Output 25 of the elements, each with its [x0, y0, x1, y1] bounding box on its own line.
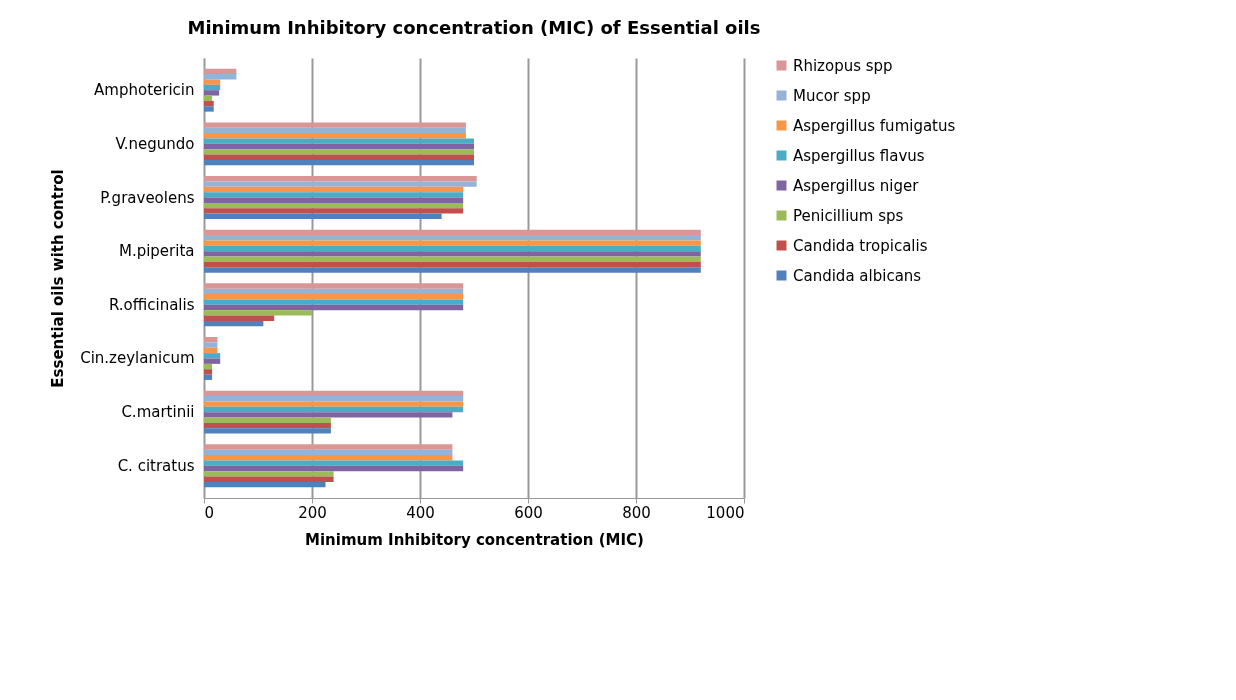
- y-tick-label: C.martinii: [121, 403, 195, 422]
- legend-label: Mucor spp: [793, 86, 871, 105]
- x-axis-title: Minimum Inhibitory concentration (MIC): [305, 530, 644, 549]
- x-tick-label: 0: [204, 503, 215, 522]
- legend-label: Candida tropicalis: [793, 236, 928, 255]
- y-tick-label: Amphotericin: [94, 81, 195, 100]
- y-axis-title: Essential oils with control: [49, 169, 68, 388]
- y-tick-label: R.officinalis: [108, 295, 195, 314]
- legend-label: Aspergillus niger: [793, 176, 920, 195]
- y-tick-label: C. citratus: [117, 456, 195, 475]
- legend-label: Candida albicans: [793, 266, 922, 285]
- y-tick-label: P.graveolens: [100, 188, 195, 207]
- x-tick-label: 400: [406, 503, 435, 522]
- x-tick-label: 200: [298, 503, 327, 522]
- chart-title: Minimum Inhibitory concentration (MIC) of Essential oils: [187, 17, 761, 38]
- x-tick-label: 800: [622, 503, 651, 522]
- y-tick-label: V.negundo: [115, 134, 195, 153]
- legend-label: Rhizopus spp: [793, 56, 893, 75]
- x-tick-label: 600: [514, 503, 543, 522]
- legend-label: Aspergillus flavus: [793, 146, 925, 165]
- legend-label: Penicillium sps: [793, 206, 904, 225]
- legend-label: Aspergillus fumigatus: [793, 116, 956, 135]
- y-tick-label: Cin.zeylanicum: [80, 349, 195, 368]
- y-tick-label: M.piperita: [118, 242, 195, 261]
- x-tick-label: 1000: [706, 503, 745, 522]
